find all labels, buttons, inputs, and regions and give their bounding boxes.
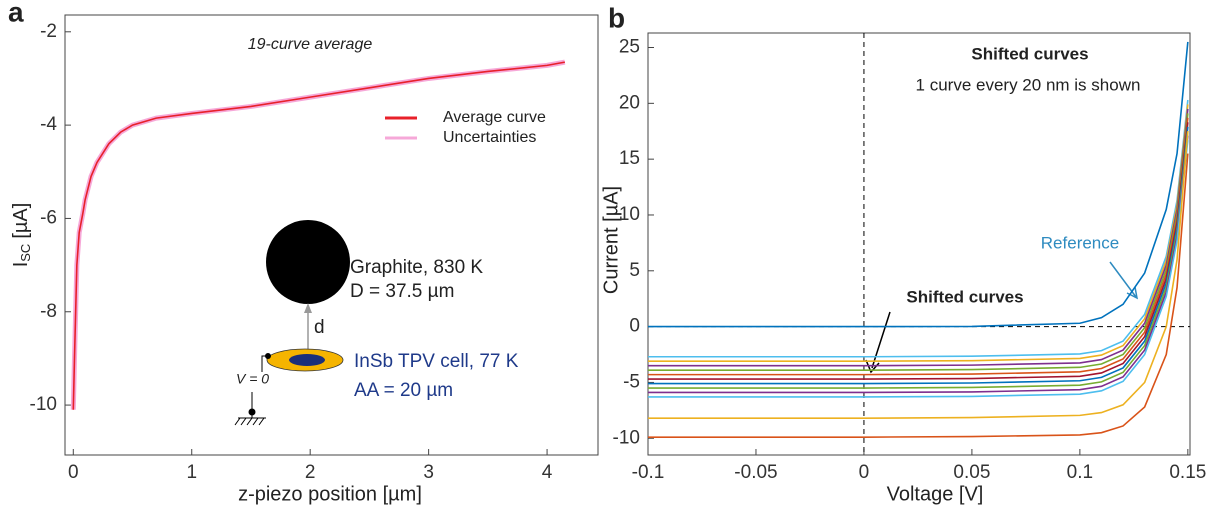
y-label-sub: SC (18, 244, 33, 262)
arrow (865, 311, 891, 374)
series-line (648, 135, 1189, 394)
inset-label: AA = 20 µm (354, 380, 453, 401)
panel-label: b (608, 2, 625, 33)
annotation: 1 curve every 20 nm is shown (916, 75, 1141, 94)
y-label-main: I (10, 262, 32, 268)
y-tick-label: 20 (619, 92, 640, 113)
legend-label: Average curve (443, 109, 546, 126)
x-tick-label: 4 (542, 462, 553, 483)
x-tick-label: 3 (423, 462, 434, 483)
series-line (648, 99, 1189, 358)
series-line (648, 113, 1189, 371)
series-line (648, 131, 1189, 389)
inset-label: D = 37.5 µm (350, 281, 454, 302)
series-line (648, 108, 1189, 367)
y-tick-label: -6 (40, 207, 57, 228)
plot-area (648, 33, 1190, 455)
y-tick-label: 15 (619, 148, 640, 169)
annotation: Reference (1041, 233, 1119, 252)
y-tick-label: 5 (629, 260, 640, 281)
x-tick-label: -0.05 (734, 462, 777, 483)
y-tick-label: -8 (40, 301, 57, 322)
inset-label: V = 0 (236, 371, 269, 387)
x-tick-label: 0.05 (953, 462, 990, 483)
arrow (1109, 261, 1139, 300)
y-label-unit: [µA] (10, 203, 32, 239)
x-tick-label: 0.15 (1169, 462, 1206, 483)
x-tick-label: 0.1 (1067, 462, 1093, 483)
series-line (648, 140, 1189, 398)
y-tick-label: -10 (613, 427, 640, 448)
series-line (648, 122, 1189, 380)
y-axis-label: ISC [µA] (10, 203, 33, 268)
inset-label: Graphite, 830 K (350, 257, 483, 278)
x-tick-label: -0.1 (632, 462, 665, 483)
x-tick-label: 1 (186, 462, 197, 483)
y-tick-label: 25 (619, 37, 640, 58)
inset-diagram: Graphite, 830 K D = 37.5 µm d InSb TPV c… (234, 220, 519, 426)
series-line (648, 117, 1189, 376)
panel-label: a (8, 0, 24, 27)
series-line (648, 126, 1189, 385)
series-line (648, 104, 1189, 363)
x-tick-label: 0 (68, 462, 79, 483)
annotation: Shifted curves (971, 44, 1088, 63)
plot-frame (64, 14, 599, 456)
x-axis-label: Voltage [V] (887, 483, 984, 505)
y-tick-label: -10 (30, 394, 57, 415)
series-line (72, 61, 565, 410)
series-line (648, 131, 1189, 419)
plot-area (70, 59, 566, 410)
x-axis-label: z-piezo position [µm] (238, 483, 422, 505)
series-line (648, 41, 1189, 328)
y-axis-label: Current [µA] (600, 186, 622, 294)
inset-label: InSb TPV cell, 77 K (354, 351, 519, 372)
y-tick-label: 0 (629, 316, 640, 337)
legend-label: Uncertainties (443, 129, 536, 146)
y-tick-label: 10 (619, 204, 640, 225)
x-tick-label: 2 (305, 462, 316, 483)
y-tick-label: -2 (40, 21, 57, 42)
inset-label: d (314, 317, 325, 338)
annotation: Shifted curves (906, 287, 1023, 306)
series-line (648, 153, 1189, 438)
annotation: 19-curve average (248, 36, 373, 53)
y-tick-label: -4 (40, 114, 57, 135)
y-tick-label: -5 (623, 371, 640, 392)
plot-frame (647, 32, 1191, 456)
x-tick-label: 0 (859, 462, 870, 483)
